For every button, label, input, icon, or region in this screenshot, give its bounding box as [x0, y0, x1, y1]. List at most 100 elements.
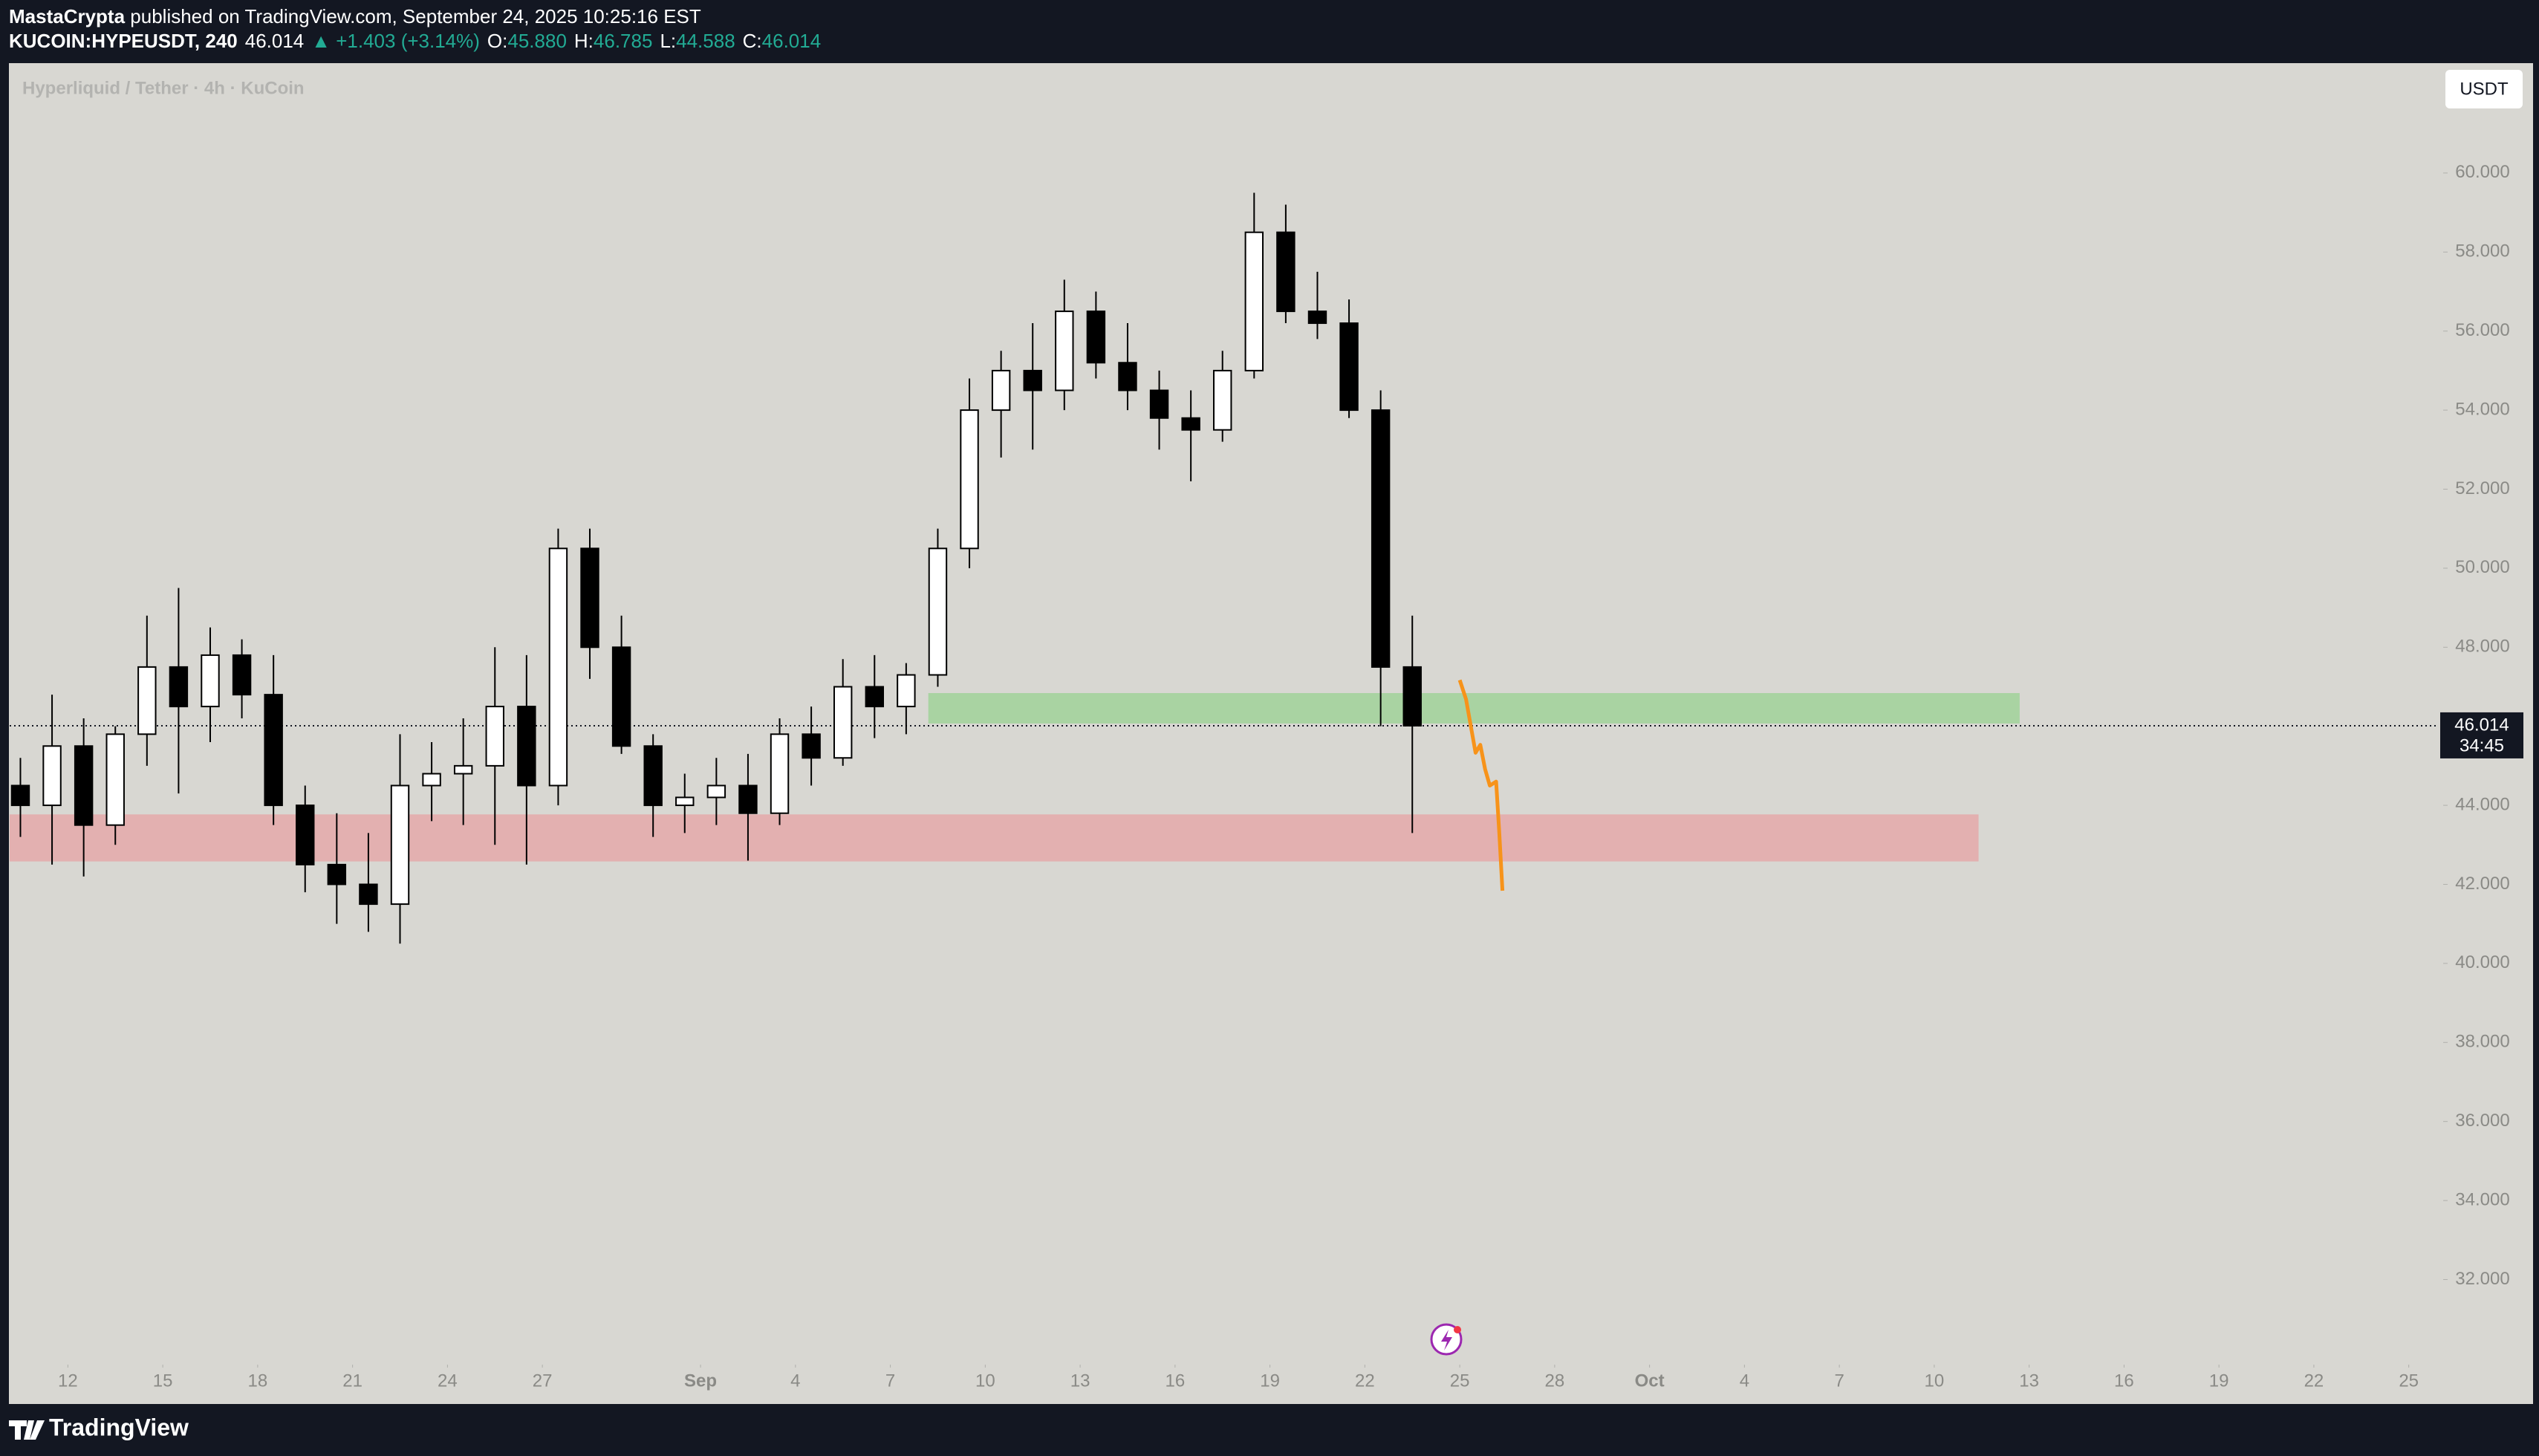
candle-body: [611, 646, 631, 747]
event-bolt: [1441, 1330, 1452, 1351]
candle-body: [137, 666, 157, 735]
currency-label[interactable]: USDT: [2460, 79, 2509, 99]
zone: [10, 814, 1979, 862]
change: ▲ +1.403 (+3.14%): [311, 30, 480, 52]
candle-body: [10, 784, 30, 807]
candle-body: [1244, 231, 1264, 371]
plot: 32.000 34.000 36.000 38.000 40.000 42.000 44.0…: [10, 162, 2523, 1391]
candle-body: [296, 805, 315, 865]
countdown: 34:45: [2460, 735, 2504, 755]
h-label: H:: [574, 30, 594, 52]
x-tick-label: 4: [790, 1371, 800, 1391]
watermark: Hyperliquid / Tether · 4h · KuCoin: [22, 78, 305, 98]
candle-body: [359, 883, 378, 906]
candle-body: [991, 369, 1011, 412]
candle-body: [453, 764, 473, 775]
candle-body: [1307, 311, 1327, 325]
y-tick-label: 50.000: [2455, 557, 2509, 577]
x-tick-label: 19: [2209, 1371, 2229, 1391]
y-tick-label: 36.000: [2455, 1111, 2509, 1131]
candle-body: [1181, 417, 1200, 431]
price-label: 46.014: [2454, 715, 2509, 735]
x-tick-label: 25: [2399, 1371, 2419, 1391]
candle-body: [105, 733, 125, 826]
candle-body: [897, 674, 916, 708]
l-value: 44.588: [676, 30, 735, 52]
y-tick-label: 34.000: [2455, 1189, 2509, 1209]
author: MastaCrypta: [9, 5, 126, 27]
c-value: 46.014: [762, 30, 822, 52]
o-label: O:: [487, 30, 507, 52]
h-value: 46.785: [594, 30, 653, 52]
y-tick-label: 48.000: [2455, 637, 2509, 657]
candle-body: [1371, 409, 1391, 668]
candle-body: [232, 654, 252, 696]
symbol: KUCOIN:HYPEUSDT, 240: [9, 30, 238, 52]
x-tick-label: 18: [248, 1371, 268, 1391]
brand-name: TradingView: [49, 1414, 189, 1440]
x-tick-label: 19: [1260, 1371, 1280, 1391]
candle-body: [1149, 389, 1169, 419]
x-tick-label: 10: [1925, 1371, 1945, 1391]
candle-body: [264, 694, 283, 807]
x-tick-label: Sep: [684, 1371, 717, 1391]
candle-body: [327, 863, 347, 885]
x-tick-label: 25: [1450, 1371, 1470, 1391]
x-tick-label: 13: [1070, 1371, 1090, 1391]
publish-line: MastaCrypta published on TradingView.com…: [9, 5, 701, 27]
candle-body: [643, 745, 663, 807]
candle-body: [706, 784, 726, 799]
x-tick-label: 7: [1834, 1371, 1844, 1391]
candle-body: [1402, 666, 1422, 727]
x-tick-label: 13: [2019, 1371, 2039, 1391]
x-tick-label: Oct: [1635, 1371, 1665, 1391]
candle-body: [485, 706, 504, 767]
candle-body: [1213, 369, 1232, 431]
candle-body: [1086, 311, 1106, 364]
y-tick-label: 42.000: [2455, 874, 2509, 894]
candle-body: [42, 745, 62, 807]
candle-body: [390, 784, 410, 906]
candle-body: [201, 654, 220, 708]
candle-body: [1118, 362, 1137, 391]
y-tick-label: 44.000: [2455, 794, 2509, 814]
candle-body: [1023, 369, 1042, 391]
y-tick-label: 32.000: [2455, 1269, 2509, 1289]
x-tick-label: 27: [533, 1371, 553, 1391]
publish-info: published on TradingView.com, September …: [125, 5, 701, 27]
l-label: L:: [660, 30, 676, 52]
candle-body: [580, 547, 599, 649]
c-label: C:: [743, 30, 762, 52]
chart-pane: [9, 63, 2533, 1404]
currency-button[interactable]: [2445, 70, 2523, 108]
y-tick-label: 52.000: [2455, 478, 2509, 498]
x-tick-label: 4: [1740, 1371, 1749, 1391]
projection-line: [1457, 679, 1505, 891]
zone: [928, 692, 2020, 724]
y-tick-label: 54.000: [2455, 399, 2509, 419]
y-tick-label: 56.000: [2455, 320, 2509, 340]
o-value: 45.880: [507, 30, 567, 52]
y-tick-label: 58.000: [2455, 241, 2509, 261]
x-tick-label: 22: [2304, 1371, 2324, 1391]
brand-logo: [9, 1420, 45, 1440]
x-tick-label: 7: [885, 1371, 895, 1391]
candle-body: [1276, 231, 1295, 313]
x-tick-label: 24: [438, 1371, 458, 1391]
candle-body: [74, 745, 94, 826]
candle-body: [960, 409, 979, 550]
candle-body: [833, 686, 853, 759]
candle-body: [169, 666, 189, 708]
x-tick-label: 21: [342, 1371, 363, 1391]
x-tick-label: 28: [1545, 1371, 1565, 1391]
candle-body: [802, 733, 821, 759]
event-dot: [1454, 1326, 1461, 1333]
candle-body: [548, 547, 568, 787]
candle-body: [1055, 311, 1074, 391]
symbol-line: KUCOIN:HYPEUSDT, 240 46.014 ▲ +1.403 (+3.1…: [9, 30, 821, 52]
x-tick-label: 16: [1165, 1371, 1185, 1391]
x-tick-label: 10: [975, 1371, 995, 1391]
y-tick-label: 40.000: [2455, 952, 2509, 972]
candle-body: [422, 773, 441, 787]
